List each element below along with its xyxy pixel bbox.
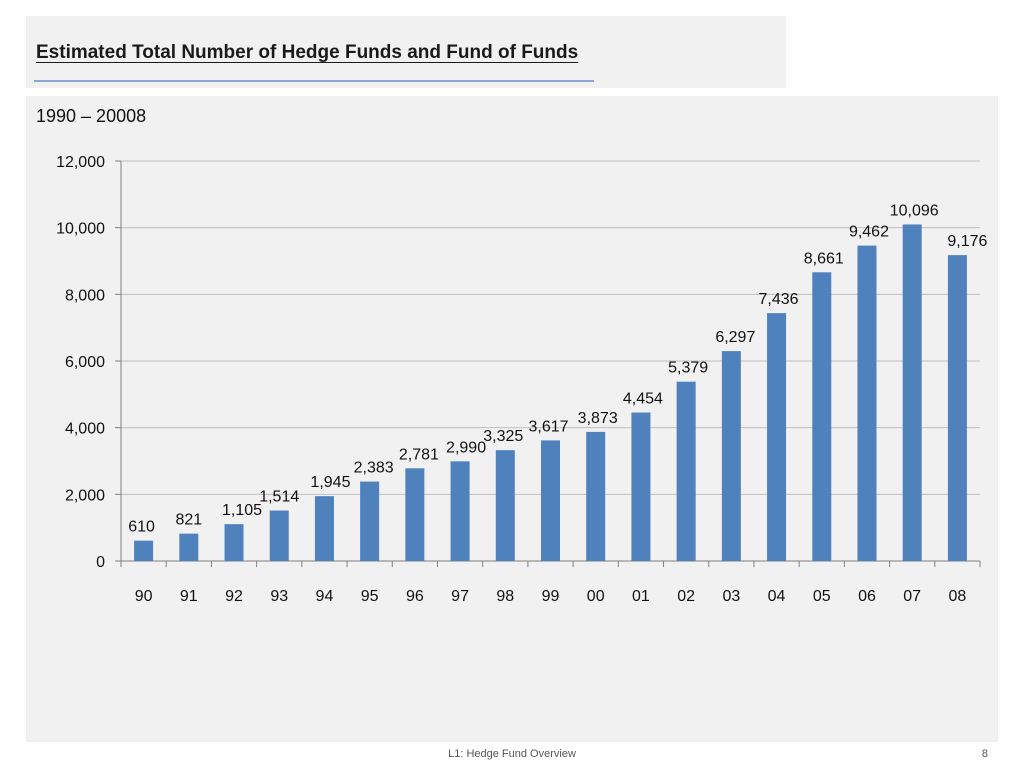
data-label: 1,514 bbox=[259, 489, 299, 506]
bar bbox=[179, 533, 199, 561]
data-label: 2,781 bbox=[399, 446, 439, 463]
y-tick-label: 0 bbox=[96, 554, 105, 571]
bar bbox=[495, 450, 515, 561]
bar bbox=[902, 224, 922, 561]
x-tick-label: 90 bbox=[135, 588, 153, 605]
x-tick-label: 97 bbox=[451, 588, 469, 605]
bar bbox=[586, 431, 606, 561]
bar bbox=[857, 245, 877, 561]
data-label: 1,945 bbox=[310, 474, 350, 491]
bar bbox=[405, 468, 425, 561]
y-tick-label: 12,000 bbox=[56, 154, 105, 171]
bar bbox=[631, 412, 651, 561]
data-label: 9,462 bbox=[849, 224, 889, 241]
bar-chart: 0 2,000 4,000 6,000 8,000 10,000 12,000 610 90 82… bbox=[56, 154, 987, 605]
x-tick-label: 01 bbox=[632, 588, 650, 605]
x-tick-label: 91 bbox=[180, 588, 198, 605]
x-tick-label: 93 bbox=[270, 588, 288, 605]
data-label: 610 bbox=[128, 519, 155, 536]
bar bbox=[947, 255, 967, 561]
data-label: 3,873 bbox=[578, 410, 618, 427]
data-label: 2,383 bbox=[354, 460, 394, 477]
x-tick-label: 03 bbox=[722, 588, 740, 605]
y-tick-label: 4,000 bbox=[65, 421, 105, 438]
bar bbox=[812, 272, 832, 561]
bar bbox=[224, 524, 244, 561]
bar bbox=[450, 461, 470, 561]
x-tick-label: 98 bbox=[496, 588, 514, 605]
data-label: 7,436 bbox=[759, 291, 799, 308]
data-label: 821 bbox=[175, 512, 202, 529]
x-tick-label: 05 bbox=[813, 588, 831, 605]
bar bbox=[767, 313, 787, 561]
data-label: 5,379 bbox=[668, 360, 708, 377]
data-label: 3,325 bbox=[483, 428, 523, 445]
bar bbox=[269, 510, 289, 561]
x-tick-label: 00 bbox=[587, 588, 605, 605]
x-tick-label: 96 bbox=[406, 588, 424, 605]
x-tick-label: 06 bbox=[858, 588, 876, 605]
bar bbox=[721, 351, 741, 561]
x-tick-label: 07 bbox=[903, 588, 921, 605]
x-tick-label: 95 bbox=[361, 588, 379, 605]
x-tick-label: 04 bbox=[768, 588, 786, 605]
y-tick-label: 10,000 bbox=[56, 221, 105, 238]
x-tick-label: 92 bbox=[225, 588, 243, 605]
x-tick-label: 02 bbox=[677, 588, 695, 605]
data-label: 2,990 bbox=[446, 439, 486, 456]
bar bbox=[134, 540, 154, 561]
data-label: 6,297 bbox=[715, 329, 755, 346]
chart-subtitle: 1990 – 20008 bbox=[36, 106, 147, 126]
x-tick-label: 99 bbox=[542, 588, 560, 605]
page-number: 8 bbox=[981, 748, 988, 760]
x-tick-label: 08 bbox=[948, 588, 966, 605]
y-tick-label: 8,000 bbox=[65, 287, 105, 304]
bar bbox=[541, 440, 560, 561]
bar bbox=[314, 496, 334, 561]
data-label: 4,454 bbox=[623, 391, 663, 408]
data-label: 3,617 bbox=[528, 418, 568, 435]
title-underline-rule bbox=[34, 80, 594, 82]
data-label: 8,661 bbox=[804, 250, 844, 267]
data-label: 10,096 bbox=[890, 202, 939, 219]
y-tick-label: 2,000 bbox=[65, 487, 105, 504]
bar bbox=[676, 381, 696, 561]
x-tick-label: 94 bbox=[316, 588, 334, 605]
slide-title: Estimated Total Number of Hedge Funds an… bbox=[36, 42, 579, 63]
chart-panel: 1990 – 20008 0 2,000 4,000 6,000 8,000 10,000… bbox=[26, 96, 998, 742]
data-label: 9,176 bbox=[947, 233, 987, 250]
data-label: 1,105 bbox=[222, 502, 262, 519]
y-tick-label: 6,000 bbox=[65, 354, 105, 371]
footer-text: L1: Hedge Fund Overview bbox=[448, 748, 576, 760]
bar bbox=[360, 481, 380, 561]
title-panel: Estimated Total Number of Hedge Funds an… bbox=[26, 16, 786, 88]
